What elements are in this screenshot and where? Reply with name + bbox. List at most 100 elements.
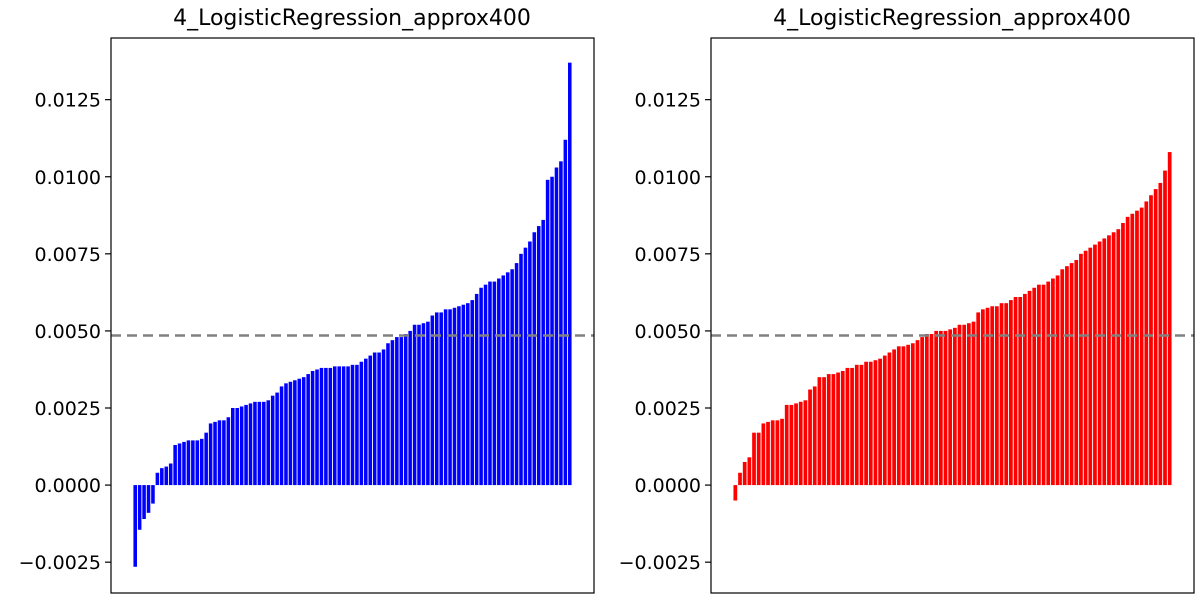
left-bar [364, 358, 368, 486]
left-bar [164, 466, 169, 486]
left-bar [532, 232, 537, 486]
right-bar [784, 404, 789, 486]
left-bar [408, 330, 412, 486]
right-bar [980, 309, 985, 486]
right-bar [826, 374, 831, 486]
right-bar [1069, 263, 1074, 486]
right-bar [1037, 284, 1041, 486]
left-bar [324, 367, 328, 486]
right-bar [887, 352, 892, 486]
left-bar [541, 219, 545, 486]
right-bar [952, 327, 957, 486]
left-bar [466, 303, 470, 486]
right-y-tick-label: 0.0125 [635, 90, 701, 112]
left-bar [337, 366, 341, 486]
right-bar [798, 401, 803, 486]
right-bar [1163, 170, 1167, 486]
left-bar [253, 401, 257, 486]
left-bar [412, 324, 417, 486]
left-bar [239, 406, 244, 486]
left-bar [399, 337, 404, 486]
left-bar [568, 62, 572, 486]
right-bar [1055, 275, 1060, 486]
right-bar [1158, 182, 1163, 486]
left-bar [470, 300, 474, 486]
left-bar [505, 272, 510, 486]
right-bar [948, 329, 953, 486]
left-bar [443, 309, 448, 486]
right-bar [831, 374, 836, 486]
right-bar [803, 400, 808, 486]
left-bar [461, 304, 466, 486]
right-bar [752, 432, 756, 486]
left-bar [501, 275, 506, 486]
right-bar [775, 420, 780, 486]
right-y-tick-label: 0.0075 [635, 244, 701, 266]
left-bar [497, 278, 501, 486]
left-bar [452, 307, 457, 486]
left-bar [186, 440, 191, 486]
right-bar [999, 303, 1004, 486]
left-bar [439, 312, 443, 486]
left-bar [341, 366, 346, 486]
left-bar [257, 401, 262, 486]
right-bar [906, 344, 910, 486]
right-bar [1074, 260, 1079, 486]
right-plot-frame [710, 37, 1195, 594]
left-bar [160, 468, 164, 486]
left-bar [168, 463, 173, 486]
left-bar [306, 374, 310, 486]
left-y-tick-label: 0.0075 [35, 244, 101, 266]
right-bar [1125, 216, 1130, 486]
left-bar [235, 408, 239, 486]
right-bar [738, 472, 742, 486]
right-bar [1083, 250, 1088, 486]
left-bar [381, 349, 386, 486]
left-bar [279, 386, 284, 486]
left-bar [483, 284, 488, 486]
right-bar [747, 457, 752, 486]
right-bar [938, 330, 943, 486]
right-bar [990, 306, 995, 486]
right-bar [1027, 290, 1032, 486]
left-bar [346, 366, 350, 486]
left-bar [332, 366, 337, 486]
right-bar [910, 343, 915, 486]
left-bar [137, 485, 142, 530]
right-bar [892, 349, 896, 486]
right-bar [1046, 281, 1051, 486]
right-bar [971, 321, 976, 486]
left-plot-frame [110, 37, 595, 594]
left-bar [559, 161, 563, 486]
left-bar [395, 337, 399, 486]
right-bar [742, 461, 747, 486]
left-bar [514, 263, 519, 486]
right-bar [812, 386, 817, 486]
left-y-tick-label: 0.0025 [35, 398, 101, 420]
left-bar [199, 438, 204, 486]
left-bar [545, 179, 550, 486]
left-bar [204, 432, 208, 486]
right-bar [770, 420, 775, 486]
right-y-tick-label: 0.0000 [635, 475, 701, 497]
right-bar [1060, 269, 1065, 486]
right-bar [1032, 287, 1037, 486]
left-bar [208, 423, 213, 486]
left-bar [293, 380, 297, 486]
right-bar [966, 323, 971, 486]
right-bar [934, 330, 939, 486]
left-bar [231, 408, 235, 486]
left-bar [213, 421, 217, 486]
left-bar [474, 293, 479, 486]
left-bar [372, 352, 377, 486]
right-y-tick-label: 0.0025 [635, 398, 701, 420]
right-bar [1079, 253, 1083, 486]
left-bar [275, 392, 279, 486]
left-y-axis: −0.0025 0.0000 0.0025 0.0050 0.0075 0.0100 0.0… [19, 90, 111, 574]
right-bar [1018, 297, 1023, 486]
left-bar [479, 287, 483, 486]
right-bar [1144, 201, 1149, 486]
left-bar [222, 420, 226, 486]
left-bar [315, 369, 319, 486]
